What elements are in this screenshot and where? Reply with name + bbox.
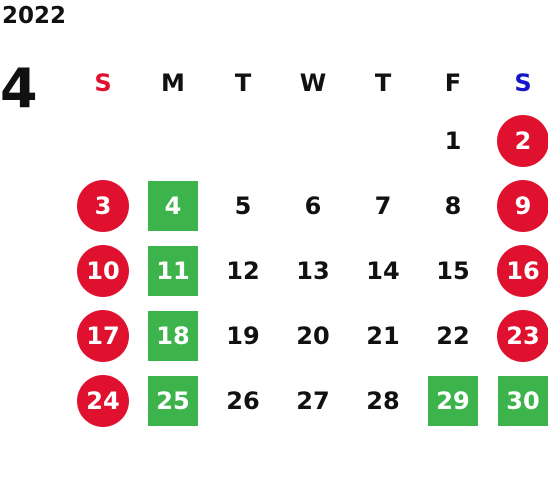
calendar-day: 4 <box>138 173 208 238</box>
calendar-day: 8 <box>418 173 488 238</box>
closed-day-marker <box>148 310 198 361</box>
day-number: 15 <box>436 256 470 285</box>
holiday-marker <box>497 114 548 167</box>
empty-day-cell <box>208 108 278 173</box>
calendar-day: 2 <box>488 108 548 173</box>
calendar-day: 30 <box>488 368 548 433</box>
calendar-day: 24 <box>68 368 138 433</box>
calendar-day: 14 <box>348 238 418 303</box>
weekday-header: S <box>94 69 112 97</box>
empty-day-cell <box>68 108 138 173</box>
holiday-marker <box>497 179 548 232</box>
calendar-day: 18 <box>138 303 208 368</box>
day-number: 3 <box>94 191 112 220</box>
weekday-header: F <box>444 69 462 97</box>
holiday-marker <box>497 244 548 297</box>
day-number: 27 <box>296 386 330 415</box>
day-number: 11 <box>156 256 190 285</box>
day-number: 14 <box>366 256 400 285</box>
weekday-header: W <box>299 69 327 97</box>
day-number: 9 <box>514 191 532 220</box>
holiday-marker <box>77 244 129 297</box>
calendar-day: 23 <box>488 303 548 368</box>
holiday-marker <box>77 309 129 362</box>
day-number: 24 <box>86 386 120 415</box>
calendar-day: 22 <box>418 303 488 368</box>
calendar-day: 26 <box>208 368 278 433</box>
day-number: 23 <box>506 321 540 350</box>
day-number: 20 <box>296 321 330 350</box>
day-number: 5 <box>234 191 252 220</box>
calendar-day: 15 <box>418 238 488 303</box>
day-number: 29 <box>436 386 470 415</box>
closed-day-marker <box>498 375 548 426</box>
day-number: 16 <box>506 256 540 285</box>
day-number: 10 <box>86 256 120 285</box>
calendar-day: 5 <box>208 173 278 238</box>
day-number: 6 <box>304 191 322 220</box>
calendar-day: 28 <box>348 368 418 433</box>
calendar-day: 21 <box>348 303 418 368</box>
calendar-grid: S M T W T F S 1 2 3 4 5 6 7 8 9 10 11 12 13 14 15 16 17 18 19 20 21… <box>68 58 548 433</box>
closed-day-marker <box>148 375 198 426</box>
day-number: 4 <box>164 191 182 220</box>
day-number: 28 <box>366 386 400 415</box>
calendar-day: 6 <box>278 173 348 238</box>
closed-day-marker <box>148 245 198 296</box>
calendar-day: 7 <box>348 173 418 238</box>
weekday-header: S <box>514 69 532 97</box>
calendar-month: 4 <box>0 57 38 120</box>
day-number: 21 <box>366 321 400 350</box>
calendar-day: 25 <box>138 368 208 433</box>
holiday-marker <box>77 374 129 427</box>
calendar-year: 2022 <box>2 3 67 29</box>
weekday-header: T <box>234 69 252 97</box>
day-number: 17 <box>86 321 120 350</box>
calendar-day: 12 <box>208 238 278 303</box>
weekday-header: M <box>161 69 185 97</box>
day-number: 22 <box>436 321 470 350</box>
calendar-day: 3 <box>68 173 138 238</box>
day-number: 1 <box>444 126 462 155</box>
empty-day-cell <box>278 108 348 173</box>
calendar-day: 16 <box>488 238 548 303</box>
holiday-marker <box>77 179 129 232</box>
calendar-day: 20 <box>278 303 348 368</box>
holiday-marker <box>497 309 548 362</box>
empty-day-cell <box>348 108 418 173</box>
calendar-day: 27 <box>278 368 348 433</box>
day-number: 13 <box>296 256 330 285</box>
empty-day-cell <box>138 108 208 173</box>
day-number: 7 <box>374 191 392 220</box>
calendar-day: 9 <box>488 173 548 238</box>
day-number: 12 <box>226 256 260 285</box>
closed-day-marker <box>148 180 198 231</box>
weekday-header: T <box>374 69 392 97</box>
calendar-day: 13 <box>278 238 348 303</box>
day-number: 18 <box>156 321 190 350</box>
day-number: 26 <box>226 386 260 415</box>
day-number: 19 <box>226 321 260 350</box>
calendar-day: 1 <box>418 108 488 173</box>
calendar-day: 11 <box>138 238 208 303</box>
day-number: 25 <box>156 386 190 415</box>
day-number: 8 <box>444 191 462 220</box>
calendar-day: 10 <box>68 238 138 303</box>
day-number: 30 <box>506 386 540 415</box>
closed-day-marker <box>428 375 478 426</box>
calendar-day: 29 <box>418 368 488 433</box>
calendar-day: 17 <box>68 303 138 368</box>
day-number: 2 <box>514 126 532 155</box>
calendar-day: 19 <box>208 303 278 368</box>
